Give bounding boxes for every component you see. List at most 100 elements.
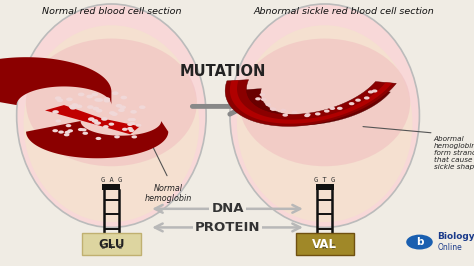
Circle shape (114, 135, 120, 138)
FancyBboxPatch shape (296, 233, 354, 255)
Circle shape (255, 97, 261, 101)
Circle shape (364, 96, 370, 99)
Circle shape (116, 104, 122, 107)
Polygon shape (26, 121, 168, 158)
Circle shape (131, 135, 137, 139)
Circle shape (104, 99, 110, 102)
Circle shape (349, 102, 355, 105)
Circle shape (91, 119, 98, 123)
Text: Online: Online (438, 243, 462, 252)
Circle shape (127, 127, 133, 130)
Circle shape (315, 112, 320, 115)
Text: C A C: C A C (314, 244, 335, 250)
Circle shape (120, 96, 127, 99)
Circle shape (270, 107, 275, 110)
Circle shape (94, 122, 100, 125)
Circle shape (111, 112, 118, 116)
Circle shape (368, 90, 374, 94)
Text: Abnormal sickle red blood cell section: Abnormal sickle red blood cell section (253, 7, 434, 16)
Circle shape (122, 128, 128, 131)
Circle shape (97, 98, 103, 102)
Circle shape (86, 95, 93, 98)
Polygon shape (230, 80, 392, 124)
Text: G A G: G A G (101, 177, 122, 183)
Circle shape (96, 109, 102, 113)
Circle shape (101, 117, 108, 121)
Circle shape (337, 107, 343, 110)
Circle shape (72, 103, 78, 107)
Circle shape (103, 125, 109, 128)
Circle shape (136, 124, 141, 127)
FancyBboxPatch shape (82, 233, 140, 255)
Circle shape (78, 93, 84, 96)
Circle shape (292, 111, 297, 114)
Text: DNA: DNA (211, 202, 244, 215)
Text: VAL: VAL (312, 238, 337, 251)
Circle shape (76, 105, 82, 108)
Polygon shape (0, 57, 111, 105)
Ellipse shape (26, 39, 197, 166)
Circle shape (109, 123, 114, 126)
Circle shape (283, 114, 288, 117)
FancyBboxPatch shape (316, 237, 334, 243)
Circle shape (139, 105, 146, 109)
Circle shape (118, 108, 125, 112)
Circle shape (87, 105, 94, 109)
Circle shape (95, 122, 101, 125)
Polygon shape (45, 105, 140, 134)
Circle shape (271, 108, 276, 111)
Circle shape (82, 132, 88, 135)
Circle shape (372, 89, 377, 93)
Text: GLU: GLU (98, 238, 125, 251)
FancyBboxPatch shape (316, 184, 334, 190)
Circle shape (67, 129, 73, 132)
Circle shape (304, 114, 310, 117)
Circle shape (406, 235, 433, 250)
Text: Normal
hemoglobin: Normal hemoglobin (145, 184, 192, 203)
Text: G T G: G T G (314, 177, 335, 183)
Circle shape (260, 93, 265, 96)
Circle shape (91, 93, 98, 96)
Circle shape (265, 103, 271, 106)
Circle shape (128, 118, 133, 121)
Circle shape (55, 119, 61, 123)
Circle shape (280, 109, 286, 112)
Circle shape (130, 110, 137, 114)
Circle shape (94, 98, 101, 102)
Circle shape (103, 97, 110, 101)
Circle shape (55, 96, 62, 100)
Polygon shape (242, 89, 391, 125)
Circle shape (56, 98, 63, 102)
Circle shape (81, 128, 87, 131)
Text: MUTATION: MUTATION (180, 64, 266, 79)
Circle shape (119, 106, 126, 109)
Circle shape (69, 105, 75, 109)
Circle shape (65, 124, 71, 127)
Ellipse shape (237, 25, 412, 222)
Circle shape (78, 128, 83, 131)
Circle shape (58, 130, 64, 134)
Circle shape (324, 110, 329, 113)
Text: PROTEIN: PROTEIN (195, 221, 260, 234)
Circle shape (52, 129, 58, 132)
Circle shape (130, 118, 136, 121)
Circle shape (355, 99, 361, 102)
Circle shape (329, 107, 335, 110)
Circle shape (127, 123, 133, 126)
Ellipse shape (230, 4, 419, 227)
Circle shape (52, 110, 59, 114)
Circle shape (112, 91, 118, 95)
Circle shape (88, 117, 95, 121)
Circle shape (129, 122, 135, 125)
Text: Abormal
hemoglobin
form strands
that cause
sickle shape: Abormal hemoglobin form strands that cau… (434, 136, 474, 170)
Text: Normal red blood cell section: Normal red blood cell section (42, 7, 181, 16)
Circle shape (66, 97, 73, 101)
FancyBboxPatch shape (102, 184, 120, 190)
Ellipse shape (24, 25, 199, 222)
Circle shape (64, 133, 70, 136)
Circle shape (64, 131, 70, 134)
Text: Biology: Biology (438, 232, 474, 241)
FancyBboxPatch shape (102, 237, 120, 243)
Circle shape (70, 106, 76, 110)
Circle shape (261, 98, 266, 101)
